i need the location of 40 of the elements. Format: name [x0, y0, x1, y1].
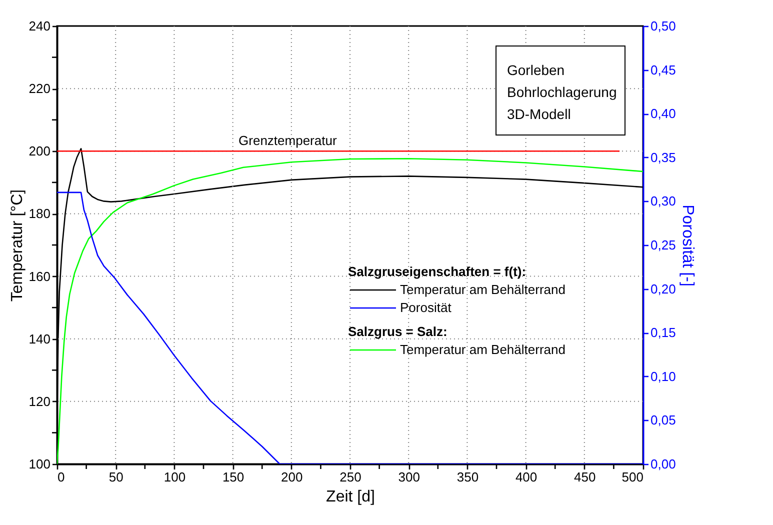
- y2-tick-label: 0,15: [650, 325, 676, 340]
- legend-label: Temperatur am Behälterrand: [400, 282, 566, 297]
- x-tick-label: 250: [340, 470, 362, 484]
- y2-tick-label: 0,45: [650, 62, 676, 78]
- y2-tick-label: 0,05: [650, 412, 676, 428]
- x-tick-label: 100: [164, 470, 186, 484]
- x-tick-label: 450: [574, 470, 596, 484]
- y-tick-label: 200: [28, 144, 50, 159]
- annotation: Salzgruseigenschaften = f(t):: [348, 264, 526, 279]
- x-tick-label: 150: [222, 470, 244, 484]
- y2-tick-label: 0,35: [650, 150, 676, 165]
- y-tick-label: 120: [28, 394, 50, 409]
- x-tick-label: 300: [398, 470, 420, 484]
- x-tick-label: 400: [515, 470, 538, 484]
- y-tick-label: 240: [28, 18, 50, 34]
- y2-tick-label: 0,40: [650, 106, 676, 122]
- x-tick-label: 350: [456, 470, 479, 484]
- legend-label: Porosität: [400, 300, 452, 315]
- y2-tick-label: 0,20: [650, 281, 676, 296]
- y2-axis-title: Porosität [-]: [678, 204, 696, 286]
- x-axis-title: Zeit [d]: [326, 488, 375, 506]
- x-tick-label: 50: [108, 470, 124, 484]
- y2-tick-label: 0,10: [650, 368, 676, 384]
- y2-tick-label: 0,30: [650, 194, 676, 209]
- y2-tick-label: 0,50: [650, 18, 676, 34]
- y-tick-label: 180: [28, 206, 50, 222]
- x-tick-label: 500: [622, 470, 644, 484]
- y2-tick-label: 0,25: [650, 238, 676, 252]
- y-tick-label: 140: [28, 331, 50, 346]
- y-tick-label: 160: [28, 268, 50, 284]
- annotation: Salzgrus = Salz:: [348, 324, 448, 339]
- x-tick-label: 0: [58, 470, 65, 484]
- y-tick-label: 100: [28, 456, 50, 472]
- y-axis-title: Temperatur [°C]: [8, 189, 26, 302]
- x-tick-label: 200: [281, 470, 303, 484]
- annotation: Gorleben Bohrlochlagerung 3D-Modell: [507, 62, 617, 122]
- y-tick-label: 220: [28, 81, 50, 96]
- series-label: Grenztemperatur: [238, 133, 338, 148]
- y2-tick-label: 0,00: [650, 456, 676, 472]
- legend-label: Temperatur am Behälterrand: [400, 342, 566, 357]
